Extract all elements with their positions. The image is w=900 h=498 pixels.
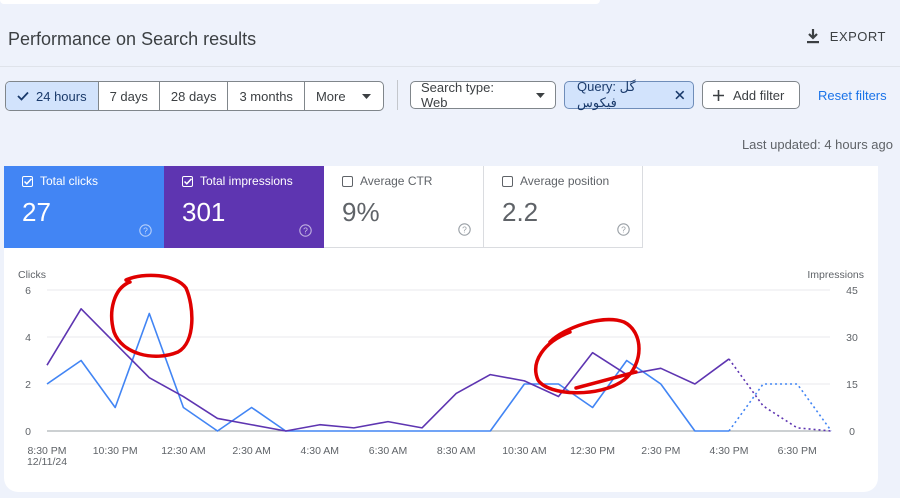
right-tick-label: 30 [846, 332, 858, 344]
header-divider [0, 66, 900, 67]
range-24-hours[interactable]: 24 hours [6, 82, 99, 110]
range-more-dropdown[interactable]: More [305, 82, 383, 110]
right-tick-label: 0 [849, 426, 855, 438]
caret-down-icon [361, 93, 371, 99]
metric-average-position[interactable]: Average position 2.2 ? [484, 166, 643, 248]
svg-text:?: ? [303, 226, 308, 236]
svg-text:?: ? [621, 225, 626, 235]
reset-filters-link[interactable]: Reset filters [818, 88, 887, 103]
range-label: 7 days [109, 88, 148, 104]
range-label: 28 days [170, 88, 217, 104]
annotation-circle [109, 273, 194, 358]
range-label: 24 hours [36, 88, 87, 104]
x-tick-label: 10:30 AM [502, 445, 546, 457]
metric-average-ctr[interactable]: Average CTR 9% ? [324, 166, 484, 248]
svg-text:?: ? [143, 226, 148, 236]
left-tick-label: 4 [25, 332, 31, 344]
red-annotation-marks [109, 273, 641, 395]
x-tick-label: 6:30 AM [369, 445, 408, 457]
performance-chart: 0 2 4 6 0 15 30 45 Clicks Impressions 8:30 PM 10:30… [18, 269, 864, 468]
top-strip [0, 0, 600, 4]
x-tick-label: 12:30 PM [570, 445, 615, 457]
metric-total-clicks[interactable]: Total clicks 27 ? [4, 166, 164, 248]
left-tick-label: 2 [25, 379, 31, 391]
checkbox-checked-icon[interactable] [182, 175, 193, 187]
query-filter-chip[interactable]: Query: گل فیکوس [564, 79, 694, 110]
range-label: 3 months [239, 88, 293, 104]
help-icon[interactable]: ? [458, 223, 471, 236]
help-icon[interactable]: ? [139, 224, 152, 237]
x-tick-label: 10:30 PM [93, 445, 138, 457]
metric-label: Average CTR [360, 174, 433, 188]
x-tick-label: 2:30 AM [232, 445, 271, 457]
search-type-filter[interactable]: Search type: Web [410, 80, 556, 110]
checkbox-unchecked-icon[interactable] [502, 175, 513, 187]
caret-down-icon [536, 92, 545, 98]
right-tick-label: 15 [846, 379, 858, 391]
series-line-impressions [46, 308, 730, 432]
search-type-label: Search type: Web [421, 80, 494, 110]
metric-total-impressions[interactable]: Total impressions 301 ? [164, 166, 324, 248]
metric-value: 2.2 [502, 197, 539, 227]
metric-label: Total clicks [40, 174, 99, 188]
checkbox-unchecked-icon[interactable] [342, 175, 353, 187]
export-label: EXPORT [829, 28, 886, 44]
range-7-days[interactable]: 7 days [99, 82, 160, 110]
series-line-partial-impressions [728, 358, 832, 432]
help-icon[interactable]: ? [617, 223, 630, 236]
download-icon [806, 29, 819, 44]
left-axis-title: Clicks [18, 269, 46, 281]
add-filter-label: Add filter [733, 87, 785, 103]
filter-divider [397, 80, 398, 110]
x-tick-label: 4:30 AM [301, 445, 340, 457]
metric-value: 9% [342, 197, 380, 227]
x-tick-label: 12:30 AM [161, 445, 205, 457]
x-start-date-label: 12/11/24 [27, 456, 67, 468]
plus-icon [713, 89, 724, 101]
right-tick-label: 45 [846, 285, 858, 297]
metric-label: Total impressions [200, 174, 293, 188]
metric-value: 301 [182, 197, 226, 227]
metric-label: Average position [520, 174, 610, 188]
range-3-months[interactable]: 3 months [228, 82, 305, 110]
close-icon[interactable] [675, 90, 685, 100]
help-icon[interactable]: ? [299, 224, 312, 237]
x-tick-label: 8:30 PM [27, 445, 66, 457]
series-line-partial-clicks [728, 383, 832, 432]
performance-card: Total clicks 27 ? Total impressions 301 … [4, 166, 878, 492]
svg-text:?: ? [462, 225, 467, 235]
metric-value: 27 [22, 197, 51, 227]
x-tick-label: 6:30 PM [778, 445, 817, 457]
date-range-selector: 24 hours 7 days 28 days 3 months More [5, 81, 384, 111]
page-title: Performance on Search results [8, 29, 257, 49]
last-updated-text: Last updated: 4 hours ago [741, 137, 893, 152]
left-tick-label: 0 [25, 426, 31, 438]
checkbox-checked-icon[interactable] [22, 175, 33, 187]
x-tick-label: 2:30 PM [641, 445, 680, 457]
query-label: Query: گل فیکوس [577, 79, 636, 110]
add-filter-button[interactable]: Add filter [702, 81, 800, 109]
export-button[interactable]: EXPORT [806, 28, 886, 44]
x-tick-label: 4:30 PM [709, 445, 748, 457]
check-icon [17, 91, 29, 101]
x-tick-label: 8:30 AM [437, 445, 476, 457]
more-label: More [315, 88, 346, 104]
range-28-days[interactable]: 28 days [160, 82, 229, 110]
annotation-circle [534, 317, 641, 395]
right-axis-title: Impressions [807, 269, 864, 281]
series-line-clicks [46, 312, 729, 432]
left-tick-label: 6 [25, 285, 31, 297]
